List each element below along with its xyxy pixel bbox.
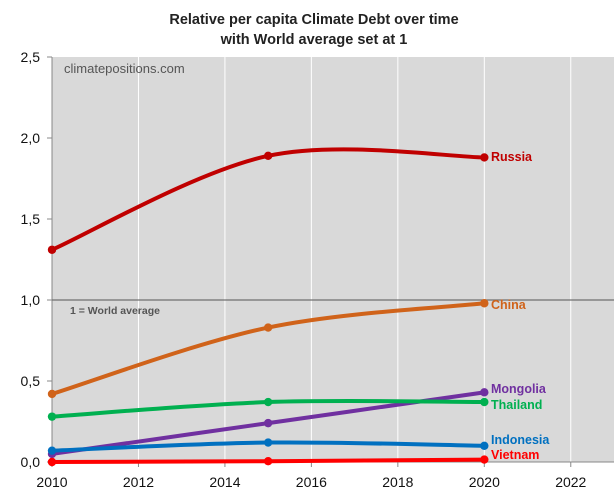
- series-group: Russia China Mongolia Thailand IndonesiaViet…: [47, 147, 550, 467]
- reference-line-group: 1 = World average: [52, 299, 614, 317]
- x-tick-label: 2018: [382, 474, 413, 490]
- x-tick-label: 2014: [209, 474, 240, 490]
- plot-area: [52, 57, 614, 462]
- x-tick-label: 2016: [296, 474, 327, 490]
- series-label-china: China: [491, 298, 527, 312]
- reference-line-label: 1 = World average: [70, 305, 160, 317]
- y-tick-label: 2,5: [21, 49, 41, 65]
- x-tick-label: 2012: [123, 474, 154, 490]
- x-tick-label: 2020: [469, 474, 500, 490]
- tick-labels: 2010 2012 2014 2016 2018 2020 2022 0,0 0,5 1,0 1,5…: [21, 49, 587, 490]
- series-label-indonesia: Indonesia: [491, 433, 550, 447]
- x-tick-label: 2010: [36, 474, 67, 490]
- chart-title-line-1: Relative per capita Climate Debt over ti…: [169, 12, 458, 28]
- y-tick-label: 1,0: [21, 292, 41, 308]
- y-tick-label: 0,5: [21, 373, 41, 389]
- data-point-russia-2020: [480, 153, 489, 162]
- series-label-mongolia: Mongolia: [491, 382, 547, 396]
- data-point-russia-2010: [47, 245, 57, 254]
- chart-title-line-2: with World average set at 1: [220, 32, 408, 48]
- data-point-china-2015: [263, 323, 273, 332]
- data-point-vietnam-2015: [263, 456, 273, 466]
- data-point-indonesia-2015: [263, 438, 273, 447]
- data-point-indonesia-2020: [480, 441, 489, 450]
- data-point-vietnam-2010: [47, 457, 57, 467]
- data-point-china-2020: [480, 299, 489, 308]
- series-label-vietnam: Vietnam: [491, 448, 539, 462]
- data-point-thailand-2015: [263, 397, 273, 407]
- data-point-thailand-2010: [47, 412, 57, 421]
- series-label-russia: Russia: [491, 150, 533, 164]
- data-point-mongolia-2020: [480, 388, 489, 397]
- y-tick-label: 2,0: [21, 130, 41, 146]
- series-label-thailand: Thailand: [491, 398, 542, 412]
- data-point-indonesia-2010: [47, 446, 57, 455]
- data-point-russia-2015: [263, 151, 273, 161]
- watermark: climatepositions.com: [64, 61, 185, 76]
- data-point-vietnam-2020: [480, 455, 489, 464]
- data-point-mongolia-2015: [263, 418, 273, 428]
- y-tick-label: 0,0: [21, 454, 41, 470]
- data-point-thailand-2020: [480, 397, 489, 407]
- x-tick-label: 2022: [555, 474, 586, 490]
- data-point-china-2010: [47, 389, 57, 399]
- y-tick-label: 1,5: [21, 211, 41, 227]
